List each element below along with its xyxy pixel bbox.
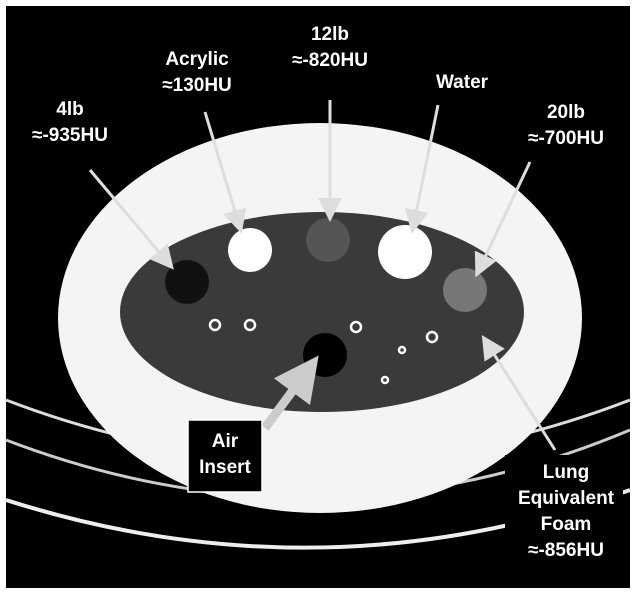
label-text: 4lb bbox=[56, 99, 83, 120]
label-text: 20lb bbox=[547, 102, 585, 123]
insert-acrylic bbox=[228, 228, 272, 272]
phantom-image: 4lb ≈-935HU Acrylic ≈130HU 12lb ≈-820HU Water 2… bbox=[0, 0, 636, 593]
label-text: ≈130HU bbox=[162, 75, 232, 96]
label-text: Acrylic bbox=[165, 49, 229, 70]
insert-4lb bbox=[165, 260, 209, 304]
label-text: Insert bbox=[199, 457, 251, 478]
insert-air bbox=[303, 333, 347, 377]
label-text: ≈-820HU bbox=[292, 50, 368, 71]
insert-water bbox=[378, 225, 432, 279]
insert-20lb bbox=[443, 268, 487, 312]
label-text: 12lb bbox=[311, 24, 349, 45]
insert-12lb bbox=[306, 218, 350, 262]
label-text: Foam bbox=[541, 514, 592, 535]
label-text: ≈-700HU bbox=[528, 128, 604, 149]
page: {"labels": [ {"lines": ["4lb", "≈-935HU"… bbox=[0, 0, 636, 593]
label-text: Lung bbox=[543, 462, 589, 483]
label-text: Air bbox=[212, 431, 239, 452]
label-text: ≈-856HU bbox=[528, 540, 604, 561]
label-text: ≈-935HU bbox=[32, 125, 108, 146]
label-text: Water bbox=[436, 72, 489, 93]
label-text: Equivalent bbox=[518, 488, 615, 509]
